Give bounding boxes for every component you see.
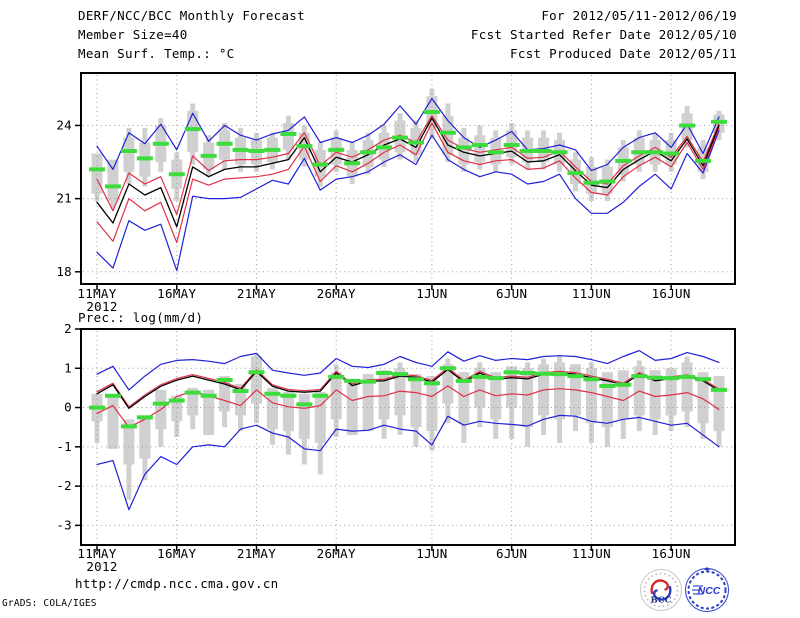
temperature-chart: 18 21 24 11MAY 16MAY 21MAY 26MAY 1JUN 6JUN 11JUN 1… bbox=[56, 72, 736, 314]
footer-url: http://cmdp.ncc.cma.gov.cn bbox=[75, 576, 279, 591]
temp-panel-title: Mean Surf. Temp.: °C bbox=[78, 46, 235, 61]
bcc-logo-text: BCC bbox=[651, 596, 672, 606]
forecast-period-label: For 2012/05/11-2012/06/19 bbox=[541, 8, 737, 23]
ncc-logo-text: NCC bbox=[698, 585, 721, 597]
svg-text:24: 24 bbox=[56, 117, 72, 132]
ensemble-min-line bbox=[96, 414, 720, 511]
axis-ticks bbox=[75, 124, 672, 290]
chart-border bbox=[80, 72, 736, 285]
svg-text:-3: -3 bbox=[56, 517, 72, 532]
grads-credit: GrADS: COLA/IGES bbox=[2, 598, 97, 609]
svg-text:6JUN: 6JUN bbox=[496, 286, 527, 301]
produced-date-label: Fcst Produced Date 2012/05/11 bbox=[510, 46, 737, 61]
svg-text:11MAY: 11MAY bbox=[77, 546, 116, 561]
svg-text:16JUN: 16JUN bbox=[652, 286, 691, 301]
svg-text:21MAY: 21MAY bbox=[237, 286, 276, 301]
svg-text:1JUN: 1JUN bbox=[416, 286, 447, 301]
x-axis-year-label: 2012 bbox=[86, 559, 117, 574]
ensemble-min-line bbox=[96, 129, 720, 272]
svg-text:11MAY: 11MAY bbox=[77, 286, 116, 301]
forecast-title: DERF/NCC/BCC Monthly Forecast bbox=[78, 8, 305, 23]
svg-text:11JUN: 11JUN bbox=[572, 546, 611, 561]
svg-text:16MAY: 16MAY bbox=[157, 286, 196, 301]
green-dash-marks bbox=[89, 110, 727, 189]
refer-date-label: Fcst Started Refer Date 2012/05/10 bbox=[470, 27, 737, 42]
svg-text:16JUN: 16JUN bbox=[652, 546, 691, 561]
axis-ticks bbox=[75, 328, 672, 551]
axis-tick-labels: -3 -2 -1 0 1 2 11MAY 16MAY 21MAY 26MAY 1JUN 6JUN 11J… bbox=[56, 321, 690, 574]
green-dash-marks bbox=[89, 366, 727, 429]
lower-quartile-line bbox=[96, 122, 720, 244]
svg-text:-1: -1 bbox=[56, 439, 72, 454]
svg-text:11JUN: 11JUN bbox=[572, 286, 611, 301]
svg-text:1: 1 bbox=[64, 360, 72, 375]
axis-tick-labels: 18 21 24 11MAY 16MAY 21MAY 26MAY 1JUN 6JUN 11JUN 1… bbox=[56, 117, 690, 314]
precipitation-chart: -3 -2 -1 0 1 2 11MAY 16MAY 21MAY 26MAY 1JUN 6JUN 11J… bbox=[56, 321, 736, 574]
precip-panel-title: Prec.: log(mm/d) bbox=[78, 310, 204, 325]
svg-text:-2: -2 bbox=[56, 478, 72, 493]
ncc-logo-icon: NCC bbox=[685, 567, 729, 612]
bcc-logo-icon: BCC bbox=[640, 569, 682, 611]
svg-text:0: 0 bbox=[64, 400, 72, 415]
svg-text:21: 21 bbox=[56, 191, 72, 206]
header-right: For 2012/05/11-2012/06/19 Fcst Started R… bbox=[471, 6, 737, 63]
svg-text:6JUN: 6JUN bbox=[496, 546, 527, 561]
gray-range-bars bbox=[91, 354, 725, 500]
ensemble-max-line bbox=[96, 350, 720, 391]
svg-text:16MAY: 16MAY bbox=[157, 546, 196, 561]
svg-text:21MAY: 21MAY bbox=[237, 546, 276, 561]
svg-text:26MAY: 26MAY bbox=[317, 546, 356, 561]
gridlines bbox=[83, 331, 733, 543]
chart-border bbox=[80, 328, 736, 546]
svg-text:1JUN: 1JUN bbox=[416, 546, 447, 561]
header-left: DERF/NCC/BCC Monthly Forecast Member Siz… bbox=[78, 6, 305, 63]
svg-text:18: 18 bbox=[56, 264, 72, 279]
svg-text:2: 2 bbox=[64, 321, 72, 336]
x-axis-year-label: 2012 bbox=[86, 299, 117, 314]
member-size-label: Member Size=40 bbox=[78, 27, 188, 42]
svg-text:26MAY: 26MAY bbox=[317, 286, 356, 301]
footer-logos: BCC NCC bbox=[640, 567, 729, 612]
